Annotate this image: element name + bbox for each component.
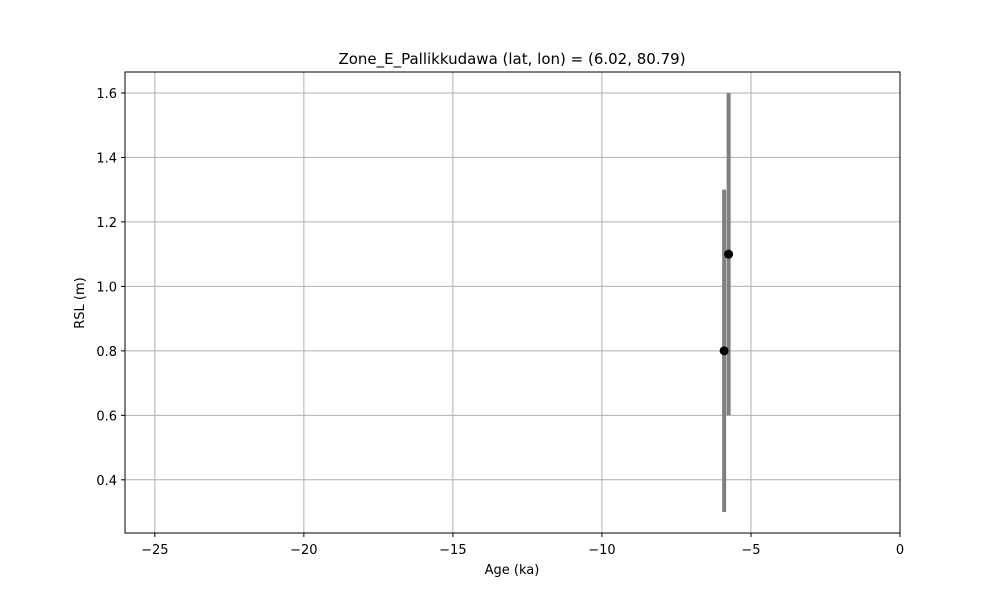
plot-frame xyxy=(124,71,901,534)
x-tick-label: −25 xyxy=(141,543,168,558)
x-tick-label: 0 xyxy=(896,543,904,558)
y-tick-label: 1.6 xyxy=(96,87,117,102)
axis-ticks: −25 −20 −15 −10 −5 0 0.4 0.6 0.8 1.0 1.2 1.4 1.6 xyxy=(96,87,904,558)
chart-title: Zone_E_Pallikkudawa (lat, lon) = (6.02, … xyxy=(338,50,685,69)
x-tick-label: −20 xyxy=(290,543,317,558)
y-tick-label: 1.2 xyxy=(96,216,117,231)
y-tick-label: 1.4 xyxy=(96,151,117,166)
plot-data xyxy=(719,92,734,513)
rsl-data-point xyxy=(719,346,729,356)
grid xyxy=(125,72,901,533)
y-tick-label: 0.6 xyxy=(96,409,117,424)
y-tick-label: 0.4 xyxy=(96,474,117,489)
x-tick-label: −5 xyxy=(741,543,760,558)
x-axis-label: Age (ka) xyxy=(485,563,540,578)
rsl-data-point xyxy=(724,249,734,259)
y-tick-label: 0.8 xyxy=(96,345,117,360)
x-tick-label: −10 xyxy=(588,543,615,558)
y-axis-label: RSL (m) xyxy=(73,277,88,328)
y-tick-label: 1.0 xyxy=(96,280,117,295)
x-tick-label: −15 xyxy=(439,543,466,558)
